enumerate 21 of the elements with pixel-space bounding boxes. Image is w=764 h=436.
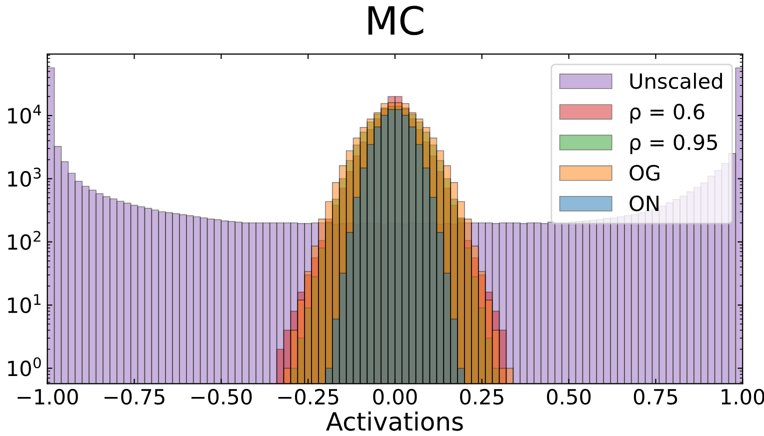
legend-label: OG <box>630 164 660 181</box>
y-tick-label: 10$^{0}$ <box>8 357 41 376</box>
x-tick-label: 0.75 <box>634 388 678 405</box>
y-tick-label: 10$^{2}$ <box>8 230 40 250</box>
x-tick-label: −0.75 <box>104 388 164 405</box>
x-tick-label: −1.00 <box>18 388 78 405</box>
y-tick-label: 10$^{4}$ <box>8 104 42 124</box>
legend-label: ρ = 0.6 <box>630 104 704 124</box>
x-tick-label: 0.25 <box>460 388 504 405</box>
x-tick-label: −0.25 <box>278 388 338 405</box>
x-tick-label: −0.50 <box>191 388 252 405</box>
y-tick-label: 10$^{1}$ <box>8 294 40 314</box>
x-tick-label: 1.00 <box>722 388 764 405</box>
x-tick-label: 0.50 <box>546 388 591 405</box>
y-tick-label: 10$^{3}$ <box>8 168 41 187</box>
legend-label: ON <box>630 196 658 212</box>
legend-label: Unscaled <box>630 72 722 89</box>
x-axis-title: Activations <box>326 411 463 431</box>
chart-title: MC <box>368 6 424 36</box>
x-tick-label: 0.00 <box>373 388 417 405</box>
legend-label: ρ = 0.95 <box>630 134 717 154</box>
